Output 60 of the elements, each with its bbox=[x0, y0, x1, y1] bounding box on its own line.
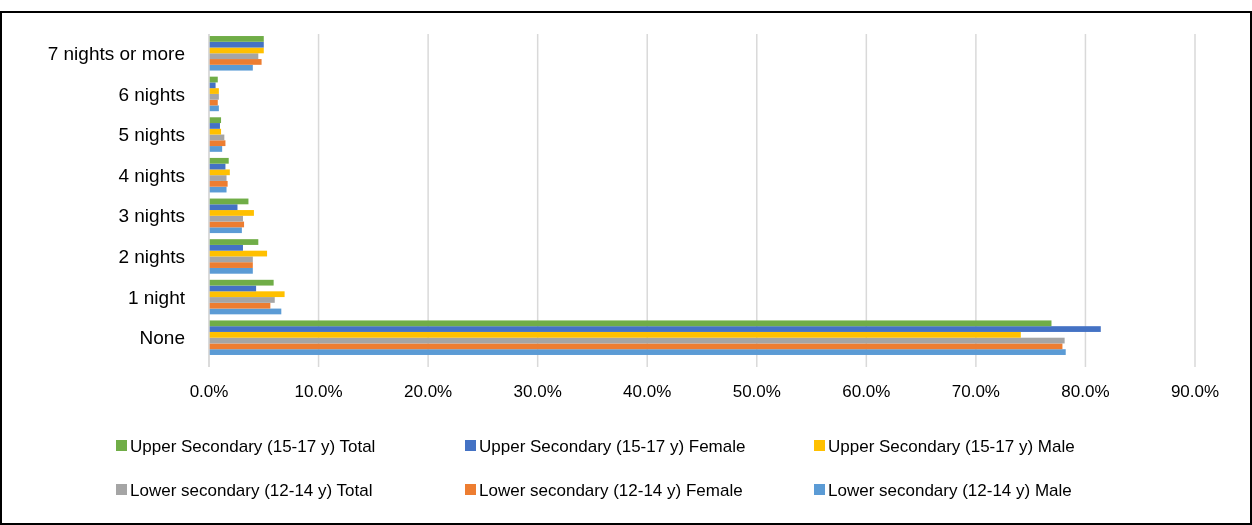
bar bbox=[209, 227, 242, 234]
bar bbox=[209, 279, 274, 286]
bar bbox=[209, 331, 1021, 338]
x-tick-label: 60.0% bbox=[842, 382, 891, 401]
y-tick-label: 7 nights or more bbox=[47, 42, 185, 64]
bar bbox=[209, 256, 253, 263]
y-tick-label: 4 nights bbox=[118, 164, 185, 186]
legend-label: Lower secondary (12-14 y) Total bbox=[130, 480, 373, 500]
bar bbox=[209, 128, 222, 135]
x-tick-label: 0.0% bbox=[189, 382, 229, 401]
bar bbox=[209, 36, 264, 42]
bar bbox=[209, 123, 220, 129]
bar bbox=[209, 146, 223, 152]
x-tick-label: 30.0% bbox=[513, 382, 562, 401]
bar bbox=[209, 210, 254, 216]
legend-label: Upper Secondary (15-17 y) Total bbox=[130, 436, 376, 456]
bar bbox=[209, 244, 243, 251]
bar bbox=[209, 267, 253, 274]
bar bbox=[209, 157, 229, 164]
bar bbox=[209, 140, 226, 147]
x-tick-label: 10.0% bbox=[294, 382, 343, 401]
legend-label: Upper Secondary (15-17 y) Female bbox=[479, 436, 746, 456]
bar bbox=[209, 180, 228, 187]
bar bbox=[209, 175, 227, 181]
bar bbox=[209, 320, 1052, 327]
x-tick-label: 80.0% bbox=[1061, 382, 1110, 401]
bar bbox=[209, 239, 259, 245]
bar bbox=[209, 117, 222, 124]
y-tick-label: 5 nights bbox=[118, 124, 185, 146]
x-tick-label: 40.0% bbox=[623, 382, 672, 401]
bar bbox=[209, 64, 253, 71]
legend-label: Lower secondary (12-14 y) Female bbox=[479, 480, 743, 500]
bar bbox=[209, 59, 262, 65]
y-tick-label: 2 nights bbox=[118, 246, 185, 268]
bar bbox=[209, 82, 216, 89]
bar bbox=[209, 41, 264, 48]
y-tick-label: 3 nights bbox=[118, 205, 185, 227]
y-tick-label: None bbox=[139, 327, 185, 349]
x-tick-label: 70.0% bbox=[951, 382, 1000, 401]
bar bbox=[209, 215, 243, 222]
bar bbox=[209, 169, 230, 176]
bar bbox=[209, 291, 285, 298]
x-tick-label: 90.0% bbox=[1170, 382, 1220, 401]
bar bbox=[209, 302, 271, 309]
bar bbox=[209, 93, 219, 100]
bar bbox=[209, 326, 1101, 332]
y-tick-label: 1 night bbox=[127, 286, 186, 308]
bar bbox=[209, 204, 238, 211]
y-tick-label: 6 nights bbox=[118, 83, 185, 105]
x-tick-label: 20.0% bbox=[404, 382, 453, 401]
bar bbox=[209, 88, 219, 94]
bar bbox=[209, 53, 259, 60]
bar bbox=[209, 349, 1066, 355]
bar bbox=[209, 343, 1063, 350]
legend-label: Lower secondary (12-14 y) Male bbox=[828, 480, 1072, 500]
x-tick-label: 50.0% bbox=[732, 382, 781, 401]
bar bbox=[209, 297, 275, 303]
bar bbox=[209, 262, 253, 268]
legend-label: Upper Secondary (15-17 y) Male bbox=[828, 436, 1075, 456]
bar bbox=[209, 105, 219, 112]
